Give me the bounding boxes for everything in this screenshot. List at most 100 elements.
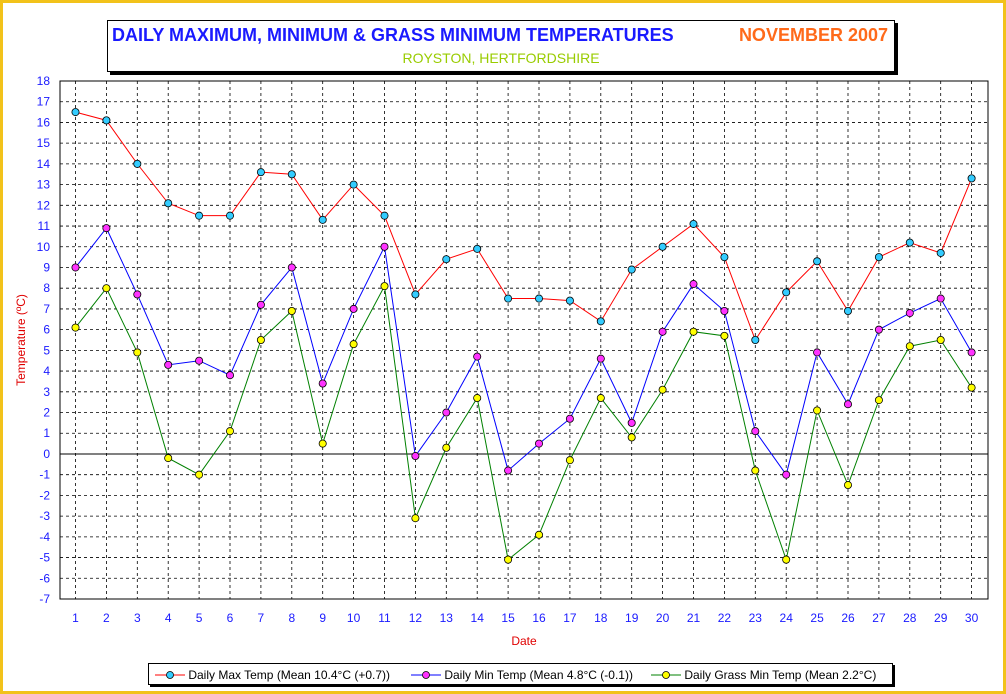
legend-item-grass: Daily Grass Min Temp (Mean 2.2°C) [651, 667, 876, 683]
max-temp-point [133, 159, 142, 168]
x-tick-label: 29 [934, 611, 948, 625]
x-tick-label: 1 [72, 611, 79, 625]
x-tick-label: 3 [134, 611, 141, 625]
grass-min-temp-point [658, 385, 667, 394]
max-temp-point [596, 317, 605, 326]
x-tick-label: 6 [227, 611, 234, 625]
chart-title: DAILY MAXIMUM, MINIMUM & GRASS MINIMUM T… [112, 25, 674, 45]
min-temp-point [844, 400, 853, 409]
max-temp-point [658, 242, 667, 251]
legend-label-grass: Daily Grass Min Temp (Mean 2.2°C) [684, 667, 877, 682]
x-tick-label: 20 [656, 611, 670, 625]
y-tick-label: -3 [39, 509, 50, 523]
min-temp-point [225, 371, 234, 380]
max-temp-point [565, 296, 574, 305]
min-temp-point [102, 224, 111, 233]
legend-item-min: Daily Min Temp (Mean 4.8°C (-0.1)) [411, 667, 633, 683]
max-temp-point [905, 238, 914, 247]
max-temp-point [318, 215, 327, 224]
grass-min-temp-point [874, 396, 883, 405]
legend-label-min: Daily Min Temp (Mean 4.8°C (-0.1)) [444, 667, 633, 682]
x-tick-label: 28 [903, 611, 917, 625]
y-tick-label: 16 [37, 115, 51, 129]
x-tick-label: 24 [780, 611, 794, 625]
chart-title-period: NOVEMBER 2007 [738, 25, 888, 45]
x-tick-label: 13 [440, 611, 454, 625]
grass-min-temp-point [380, 282, 389, 291]
x-tick-label: 11 [378, 611, 391, 625]
max-temp-point [349, 180, 358, 189]
y-tick-label: 8 [43, 281, 50, 295]
min-temp-point [442, 408, 451, 417]
grass-min-temp-point [256, 335, 265, 344]
min-temp-point [504, 466, 513, 475]
max-temp-point [195, 211, 204, 220]
max-temp-point [689, 219, 698, 228]
y-tick-label: 4 [43, 364, 50, 378]
grass-min-temp-point [751, 466, 760, 475]
min-temp-point [782, 470, 791, 479]
min-temp-point [874, 325, 883, 334]
max-temp-point [844, 306, 853, 315]
legend-label-max: Daily Max Temp (Mean 10.4°C (+0.7)) [188, 667, 390, 682]
x-tick-label: 22 [718, 611, 732, 625]
max-temp-point [380, 211, 389, 220]
min-temp-point [318, 379, 327, 388]
x-axis-label: Date [511, 634, 537, 648]
min-temp-point [720, 306, 729, 315]
grass-min-temp-point [905, 342, 914, 351]
grass-min-temp-point [102, 284, 111, 293]
y-tick-label: -4 [39, 530, 50, 544]
y-tick-label: 0 [43, 447, 50, 461]
chart-legend: Daily Max Temp (Mean 10.4°C (+0.7)) Dail… [148, 663, 893, 685]
legend-swatch-min [411, 670, 441, 679]
y-tick-label: -6 [39, 571, 50, 585]
x-tick-label: 7 [258, 611, 265, 625]
x-tick-label: 12 [409, 611, 423, 625]
x-tick-label: 9 [319, 611, 326, 625]
max-temp-point [751, 335, 760, 344]
x-tick-label: 10 [347, 611, 361, 625]
max-temp-point [813, 257, 822, 266]
legend-swatch-max [155, 670, 185, 679]
y-tick-label: 15 [37, 136, 51, 150]
x-tick-label: 25 [810, 611, 824, 625]
max-temp-point [442, 255, 451, 264]
max-temp-point [535, 294, 544, 303]
x-tick-label: 14 [471, 611, 485, 625]
y-tick-label: 10 [37, 240, 51, 254]
min-temp-point [133, 290, 142, 299]
max-temp-point [71, 108, 80, 117]
legend-item-max: Daily Max Temp (Mean 10.4°C (+0.7)) [155, 667, 390, 683]
min-temp-point [596, 354, 605, 363]
x-tick-label: 15 [501, 611, 515, 625]
min-temp-point [565, 414, 574, 423]
y-tick-label: -7 [39, 592, 50, 606]
y-tick-label: 18 [37, 74, 51, 88]
grass-min-temp-point [133, 348, 142, 357]
x-tick-label: 5 [196, 611, 203, 625]
grass-min-temp-point [225, 427, 234, 436]
grass-min-temp-point [195, 470, 204, 479]
legend-swatch-grass [651, 670, 681, 679]
y-tick-label: -2 [39, 488, 50, 502]
min-temp-point [349, 304, 358, 313]
y-tick-label: 13 [37, 178, 51, 192]
grass-min-temp-point [596, 394, 605, 403]
y-tick-label: 3 [43, 385, 50, 399]
grass-min-temp-point [565, 456, 574, 465]
max-temp-line [75, 111, 973, 342]
min-temp-point [751, 427, 760, 436]
min-temp-point [411, 452, 420, 461]
y-tick-label: 5 [43, 343, 50, 357]
x-tick-label: 18 [594, 611, 608, 625]
min-temp-point [473, 352, 482, 361]
grass-min-temp-point [936, 335, 945, 344]
grass-min-temp-point [442, 443, 451, 452]
y-tick-label: 11 [38, 219, 51, 233]
grass-min-temp-line [75, 284, 973, 562]
x-tick-label: 30 [965, 611, 979, 625]
min-temp-point [936, 294, 945, 303]
x-tick-label: 16 [532, 611, 546, 625]
max-temp-point [225, 211, 234, 220]
